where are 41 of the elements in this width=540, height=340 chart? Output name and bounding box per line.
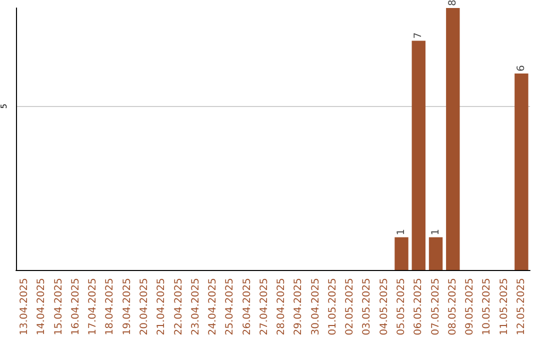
- x-tick-label: 21.04.2025: [156, 278, 168, 336]
- data-label: 8: [447, 0, 458, 6]
- x-tick-label: 29.04.2025: [293, 278, 304, 336]
- x-tick-label: 17.04.2025: [88, 278, 99, 336]
- x-tick-label: 24.04.2025: [208, 278, 219, 336]
- x-tick-label: 25.04.2025: [224, 278, 236, 336]
- x-tick-label: 16.04.2025: [70, 278, 82, 336]
- x-tick-label: 19.04.2025: [122, 278, 133, 336]
- x-tick-label: 14.04.2025: [36, 278, 48, 336]
- x-tick-label: 26.04.2025: [242, 278, 253, 336]
- x-tick-label: 18.04.2025: [104, 278, 116, 336]
- x-tick-label: 10.05.2025: [482, 278, 493, 336]
- x-tick-label: 08.05.2025: [447, 278, 458, 336]
- x-tick-label: 02.05.2025: [344, 278, 356, 336]
- x-tick-label: 28.04.2025: [276, 278, 288, 336]
- x-tick-label: 05.05.2025: [396, 278, 407, 336]
- x-tick-label: 04.05.2025: [378, 278, 390, 336]
- bar: [428, 237, 443, 270]
- x-tick-label: 07.05.2025: [430, 278, 442, 336]
- x-tick-label: 30.04.2025: [310, 278, 322, 336]
- data-label: 7: [413, 32, 424, 39]
- x-tick-label: 23.04.2025: [190, 278, 202, 336]
- x-tick-label: 13.04.2025: [19, 278, 30, 336]
- x-tick-label: 03.05.2025: [362, 278, 373, 336]
- data-label: 1: [396, 228, 407, 236]
- bar: [514, 74, 528, 270]
- x-tick-label: 22.04.2025: [173, 278, 184, 336]
- x-tick-label: 20.04.2025: [139, 278, 150, 336]
- x-tick-label: 15.04.2025: [53, 278, 64, 336]
- x-tick-label: 12.05.2025: [516, 278, 527, 336]
- y-tick-label: 5: [0, 104, 8, 109]
- bar: [446, 8, 460, 270]
- data-label: 6: [516, 65, 527, 72]
- data-label: 1: [430, 228, 442, 236]
- x-tick-label: 09.05.2025: [464, 278, 476, 336]
- x-tick-label: 11.05.2025: [498, 278, 510, 336]
- bar: [394, 237, 408, 270]
- bar: [412, 40, 426, 270]
- x-tick-label: 06.05.2025: [413, 278, 424, 336]
- x-tick-label: 27.04.2025: [258, 278, 270, 336]
- x-tick-label: 01.05.2025: [327, 278, 338, 336]
